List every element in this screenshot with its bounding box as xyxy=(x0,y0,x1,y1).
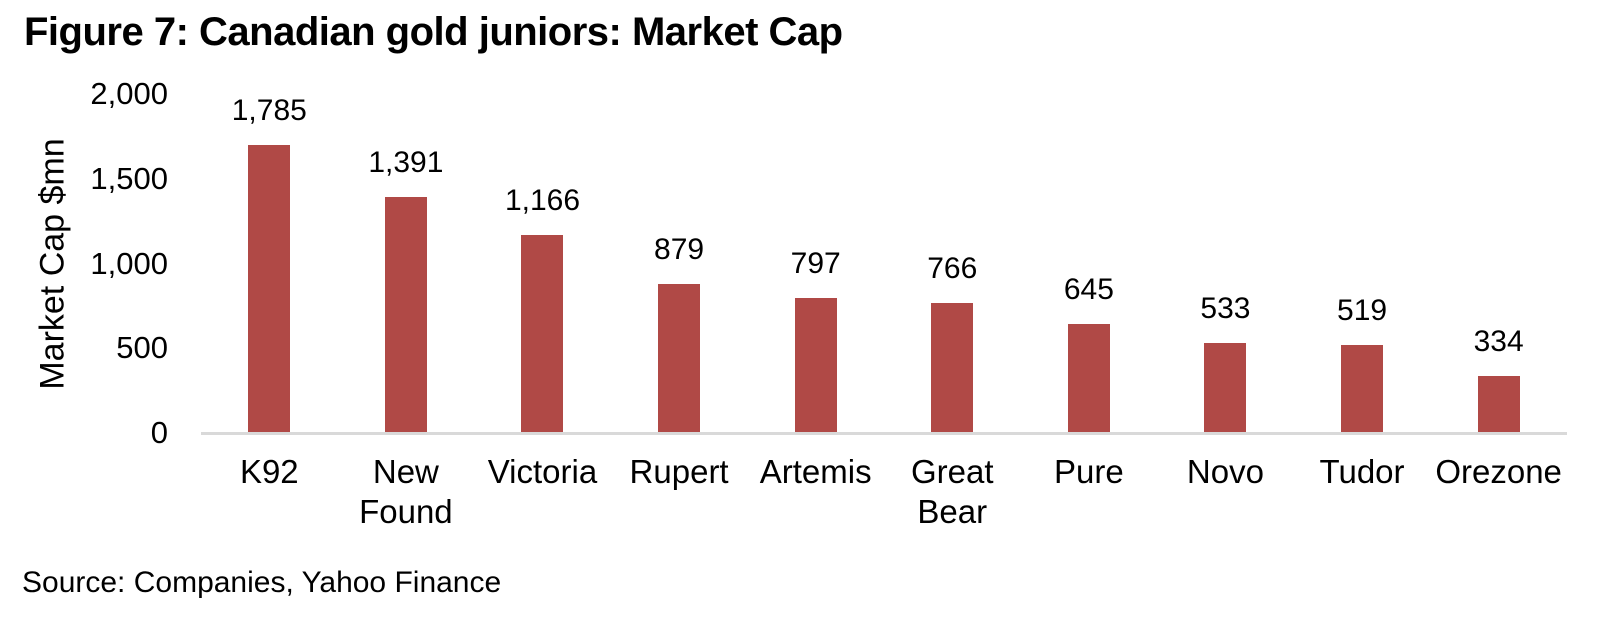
bar xyxy=(248,145,291,433)
bar xyxy=(794,297,837,433)
bar xyxy=(1067,323,1110,433)
bar-group: 879 xyxy=(611,94,748,433)
bar-group: 1,166 xyxy=(474,94,611,433)
bar-value-label: 645 xyxy=(1063,272,1114,306)
x-axis-category-label: Tudor xyxy=(1319,453,1405,490)
x-axis-category-label: Great Bear xyxy=(910,453,994,530)
bar-value-label: 334 xyxy=(1473,325,1524,359)
bar-value-label: 797 xyxy=(790,246,841,280)
bar xyxy=(658,284,701,433)
bar-group: 519 xyxy=(1294,94,1431,433)
y-axis-tick-label: 0 xyxy=(150,415,168,450)
y-axis-tick-label: 1,500 xyxy=(90,160,168,196)
bar-group: 766 xyxy=(884,94,1021,433)
bar-group: 797 xyxy=(747,94,884,433)
x-axis-category-label: New Found xyxy=(359,453,453,530)
bar-group: 533 xyxy=(1157,94,1294,433)
bar xyxy=(1341,345,1384,433)
x-axis-labels: K92 New Found Victoria Rupert Artemis Great B… xyxy=(201,452,1567,532)
x-axis-category-label: Artemis xyxy=(759,453,872,490)
bar-value-label: 533 xyxy=(1200,291,1251,325)
x-axis-line xyxy=(201,432,1567,435)
bar-group: 645 xyxy=(1021,94,1158,433)
bar-value-label: 1,785 xyxy=(231,94,307,127)
bar xyxy=(384,197,427,433)
x-axis-category-label: Victoria xyxy=(487,453,598,490)
bar-value-label: 1,391 xyxy=(368,146,444,180)
figure-title: Figure 7: Canadian gold juniors: Market … xyxy=(24,10,843,54)
bar xyxy=(521,235,564,433)
bar-value-label: 879 xyxy=(654,233,705,267)
y-axis-tick-label: 1,000 xyxy=(90,245,168,281)
bar xyxy=(931,303,974,433)
y-axis-tick-label: 500 xyxy=(116,330,168,366)
bar-value-label: 1,166 xyxy=(504,184,581,218)
plot-area: 1,785 1,391 1,166 879 797 766 645 533 519 334 xyxy=(201,94,1567,435)
x-axis-category-label: Orezone xyxy=(1435,453,1562,490)
bar-group: 334 xyxy=(1430,94,1567,433)
bar xyxy=(1204,342,1247,433)
source-note: Source: Companies, Yahoo Finance xyxy=(22,566,502,599)
bars: 1,785 1,391 1,166 879 797 766 645 533 519 334 xyxy=(201,94,1567,433)
x-axis-category-label: Novo xyxy=(1186,453,1264,490)
bar-group: 1,785 xyxy=(201,94,338,433)
bar-value-label: 766 xyxy=(927,252,978,286)
bar-group: 1,391 xyxy=(338,94,475,433)
x-axis-category-label: K92 xyxy=(239,453,299,490)
bar xyxy=(1477,376,1520,433)
x-axis-category-label: Rupert xyxy=(629,453,729,490)
y-axis-tick-label: 2,000 xyxy=(90,76,168,111)
x-axis-category-label: Pure xyxy=(1054,453,1124,490)
bar-value-label: 519 xyxy=(1337,294,1388,328)
